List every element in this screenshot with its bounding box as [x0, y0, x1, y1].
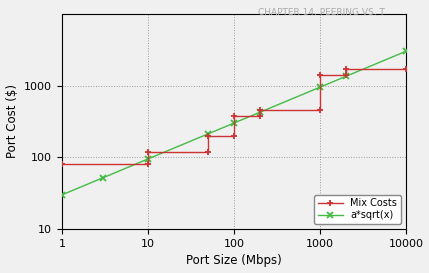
- Mix Costs: [205, 134, 211, 137]
- Mix Costs: [257, 114, 263, 117]
- Mix Costs: [257, 109, 263, 112]
- Legend: Mix Costs, a*sqrt(x): Mix Costs, a*sqrt(x): [314, 195, 401, 224]
- a*sqrt(x): [100, 176, 106, 179]
- Y-axis label: Port Cost ($): Port Cost ($): [6, 84, 18, 158]
- Line: Mix Costs: Mix Costs: [58, 66, 409, 168]
- a*sqrt(x): [343, 75, 348, 78]
- a*sqrt(x): [145, 157, 151, 161]
- Mix Costs: [145, 163, 151, 166]
- X-axis label: Port Size (Mbps): Port Size (Mbps): [186, 254, 282, 268]
- Mix Costs: [343, 67, 348, 71]
- Mix Costs: [317, 109, 323, 112]
- a*sqrt(x): [257, 111, 263, 114]
- Mix Costs: [205, 150, 211, 153]
- Mix Costs: [231, 114, 236, 117]
- Line: a*sqrt(x): a*sqrt(x): [58, 48, 409, 198]
- Mix Costs: [343, 73, 348, 77]
- a*sqrt(x): [59, 193, 64, 197]
- Mix Costs: [145, 150, 151, 153]
- a*sqrt(x): [205, 132, 211, 136]
- a*sqrt(x): [231, 121, 236, 125]
- Mix Costs: [403, 67, 408, 71]
- a*sqrt(x): [317, 85, 323, 89]
- Mix Costs: [59, 163, 64, 166]
- Mix Costs: [231, 134, 236, 137]
- a*sqrt(x): [403, 50, 408, 53]
- Text: CHAPTER 14. PEERING VS. T: CHAPTER 14. PEERING VS. T: [258, 8, 385, 17]
- Mix Costs: [317, 73, 323, 77]
